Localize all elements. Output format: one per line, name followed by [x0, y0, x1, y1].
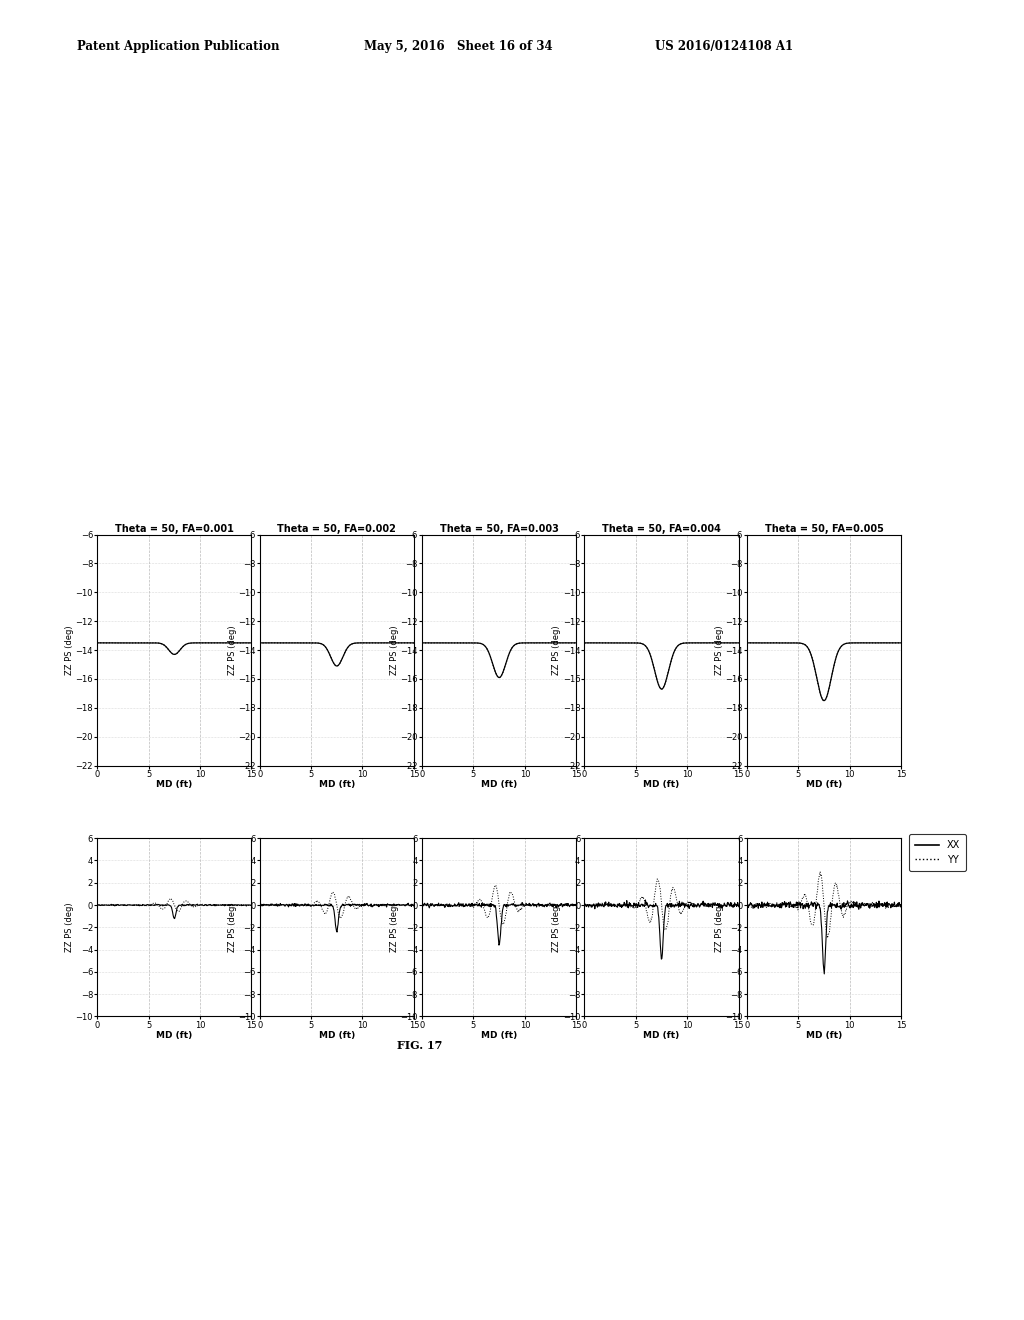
Title: Theta = 50, FA=0.005: Theta = 50, FA=0.005	[765, 524, 884, 533]
Y-axis label: ZZ PS (deg): ZZ PS (deg)	[552, 626, 561, 675]
Title: Theta = 50, FA=0.003: Theta = 50, FA=0.003	[439, 524, 559, 533]
X-axis label: MD (ft): MD (ft)	[481, 780, 517, 789]
Y-axis label: ZZ PS (deg): ZZ PS (deg)	[552, 903, 561, 952]
Title: Theta = 50, FA=0.001: Theta = 50, FA=0.001	[115, 524, 233, 533]
Title: Theta = 50, FA=0.004: Theta = 50, FA=0.004	[602, 524, 721, 533]
Legend: XX, YY: XX, YY	[909, 834, 966, 871]
Y-axis label: ZZ PS (deg): ZZ PS (deg)	[66, 626, 74, 675]
X-axis label: MD (ft): MD (ft)	[806, 1031, 842, 1040]
Y-axis label: ZZ PS (deg): ZZ PS (deg)	[227, 903, 237, 952]
Y-axis label: ZZ PS (deg): ZZ PS (deg)	[66, 903, 74, 952]
Y-axis label: ZZ PS (deg): ZZ PS (deg)	[715, 626, 724, 675]
Text: Patent Application Publication: Patent Application Publication	[77, 40, 280, 53]
Title: Theta = 50, FA=0.002: Theta = 50, FA=0.002	[278, 524, 396, 533]
Text: US 2016/0124108 A1: US 2016/0124108 A1	[655, 40, 794, 53]
Y-axis label: ZZ PS (deg): ZZ PS (deg)	[390, 626, 399, 675]
X-axis label: MD (ft): MD (ft)	[157, 780, 193, 789]
Y-axis label: ZZ PS (deg): ZZ PS (deg)	[227, 626, 237, 675]
Y-axis label: ZZ PS (deg): ZZ PS (deg)	[390, 903, 399, 952]
X-axis label: MD (ft): MD (ft)	[481, 1031, 517, 1040]
Text: May 5, 2016   Sheet 16 of 34: May 5, 2016 Sheet 16 of 34	[364, 40, 552, 53]
X-axis label: MD (ft): MD (ft)	[806, 780, 842, 789]
X-axis label: MD (ft): MD (ft)	[643, 1031, 680, 1040]
Text: FIG. 17: FIG. 17	[397, 1040, 442, 1052]
Y-axis label: ZZ PS (deg): ZZ PS (deg)	[715, 903, 724, 952]
X-axis label: MD (ft): MD (ft)	[643, 780, 680, 789]
X-axis label: MD (ft): MD (ft)	[157, 1031, 193, 1040]
X-axis label: MD (ft): MD (ft)	[318, 1031, 355, 1040]
X-axis label: MD (ft): MD (ft)	[318, 780, 355, 789]
